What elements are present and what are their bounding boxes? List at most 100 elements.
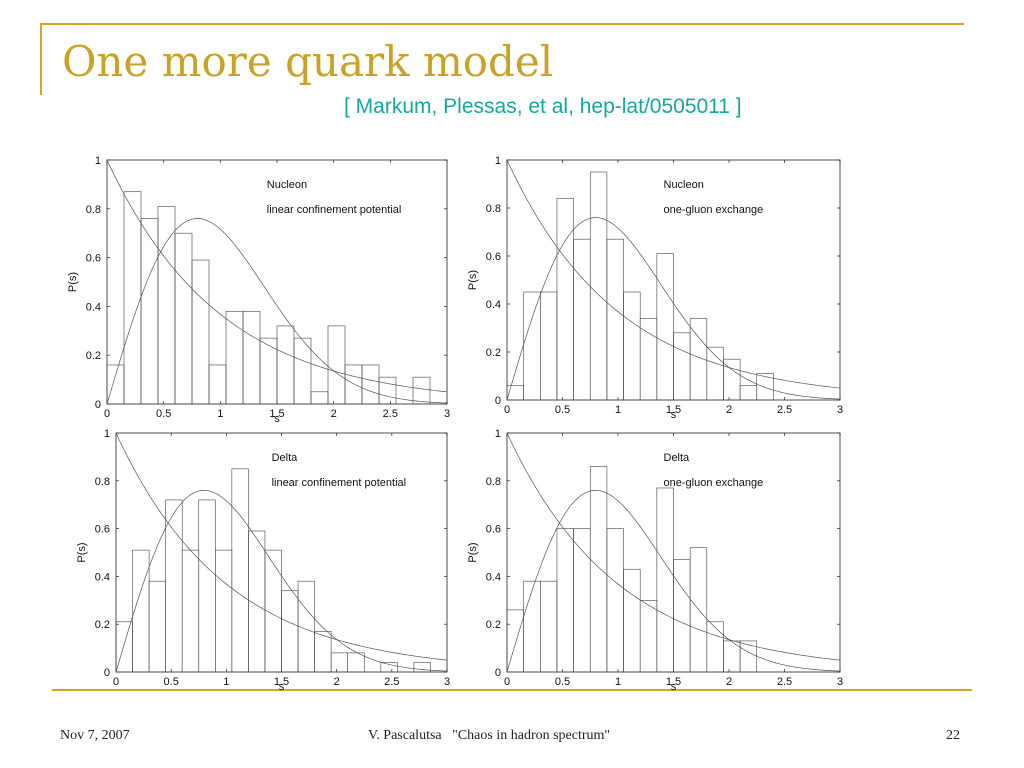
histogram-bar — [623, 291, 641, 401]
y-axis-label: P(s) — [467, 542, 479, 562]
x-tick-label: 0 — [504, 404, 510, 416]
x-tick-label: 1.5 — [666, 676, 681, 688]
x-tick-label: 2 — [331, 408, 337, 420]
y-axis-label: P(s) — [67, 272, 79, 292]
slide-subtitle: [ Markum, Plessas, et al, hep-lat/050501… — [344, 95, 742, 118]
histogram-bar — [347, 652, 365, 673]
y-tick-label: 0.2 — [95, 619, 110, 631]
y-tick-label: 0.6 — [486, 251, 501, 263]
histogram-bar — [739, 385, 758, 401]
annotation-particle: Nucleon — [267, 179, 307, 191]
y-tick-label: 0 — [495, 395, 501, 407]
x-tick-label: 1 — [217, 408, 223, 420]
bottom-rule — [52, 689, 972, 691]
footer-center: V. Pascalutsa "Chaos in hadron spectrum" — [368, 728, 611, 743]
page-number: 22 — [946, 728, 960, 743]
histogram-bar — [756, 373, 774, 401]
histogram-bar — [606, 528, 624, 673]
histogram-bar — [297, 580, 315, 673]
y-tick-label: 0.4 — [86, 301, 101, 313]
histogram-bar — [673, 332, 691, 401]
histogram-bar — [523, 580, 541, 673]
histogram-bar — [191, 259, 210, 405]
histogram-bar — [639, 599, 658, 673]
histogram-bar — [231, 468, 249, 673]
x-tick-label: 0.5 — [164, 676, 179, 688]
histogram-bar — [106, 364, 125, 405]
histogram-bar — [378, 376, 397, 405]
x-tick-label: 0 — [104, 408, 110, 420]
histogram-bar — [310, 391, 329, 405]
histogram-bar — [639, 318, 658, 401]
histogram-bar — [174, 232, 193, 405]
y-tick-label: 0.4 — [95, 571, 110, 583]
histogram-bar — [673, 559, 691, 673]
histogram-bar — [706, 621, 724, 673]
x-tick-label: 1.5 — [274, 676, 289, 688]
annotation-potential: linear confinement potential — [272, 477, 407, 489]
histogram-bar — [281, 590, 299, 673]
x-tick-label: 1.5 — [269, 408, 284, 420]
y-tick-label: 0 — [95, 399, 101, 411]
x-tick-label: 2.5 — [384, 676, 399, 688]
histogram-bar — [656, 253, 674, 401]
y-tick-label: 0.6 — [95, 524, 110, 536]
y-tick-label: 0.2 — [486, 619, 501, 631]
x-axis-label: s — [279, 681, 285, 693]
histogram-bar — [573, 238, 591, 401]
x-tick-label: 0.5 — [555, 676, 570, 688]
wigner-curve — [506, 489, 841, 673]
y-tick-label: 1 — [495, 428, 501, 440]
x-tick-label: 2.5 — [777, 404, 792, 416]
poisson-curve — [506, 159, 841, 389]
x-tick-label: 2.5 — [777, 676, 792, 688]
histogram-bar — [148, 580, 166, 673]
histogram-bar — [539, 291, 558, 401]
histogram-bar — [140, 218, 159, 405]
y-tick-label: 0.4 — [486, 299, 501, 311]
y-tick-label: 0.8 — [86, 204, 101, 216]
y-tick-label: 0 — [104, 667, 110, 679]
chart-panel-2: 0 0.5 1 1.5 2 2.5 3 0 0.2 0.4 0.6 0.8 1 Nucleon one-gl… — [467, 155, 843, 421]
x-tick-label: 0.5 — [555, 404, 570, 416]
y-axis-label: P(s) — [76, 542, 88, 562]
histogram-bar — [330, 652, 348, 673]
chart-panel-4: 0 0.5 1 1.5 2 2.5 3 0 0.2 0.4 0.6 0.8 1 Delta one-gluo… — [467, 428, 843, 693]
histogram-bar — [181, 549, 200, 673]
histogram-bar — [623, 568, 641, 673]
x-tick-label: 1.5 — [666, 404, 681, 416]
x-axis-label: s — [671, 409, 677, 421]
histogram-bar — [539, 580, 558, 673]
histogram-bar — [314, 631, 332, 673]
y-tick-label: 0.6 — [86, 253, 101, 265]
histogram-bar — [556, 198, 574, 401]
y-tick-label: 0.4 — [486, 571, 501, 583]
annotation-potential: linear confinement potential — [267, 204, 402, 216]
x-tick-label: 1 — [615, 676, 621, 688]
y-tick-label: 1 — [104, 428, 110, 440]
x-axis-label: s — [671, 681, 677, 693]
histogram-bar — [739, 640, 758, 673]
histogram-bar — [276, 325, 295, 405]
histogram-bar — [165, 499, 183, 673]
histogram-bar — [656, 487, 674, 673]
histogram-bar — [506, 385, 524, 401]
slide-title: One more quark model — [62, 37, 554, 86]
histogram-bar — [723, 358, 741, 401]
x-tick-label: 2.5 — [383, 408, 398, 420]
annotation-particle: Delta — [664, 452, 691, 464]
histogram-bar — [293, 337, 312, 405]
y-tick-label: 0.2 — [486, 347, 501, 359]
histogram-bar — [606, 238, 624, 401]
histogram-bar — [589, 466, 608, 673]
y-tick-label: 0.6 — [486, 524, 501, 536]
x-tick-label: 1 — [615, 404, 621, 416]
x-tick-label: 3 — [444, 676, 450, 688]
histogram-bar — [412, 376, 431, 405]
top-rule — [40, 23, 964, 25]
x-tick-label: 0.5 — [156, 408, 171, 420]
x-tick-label: 3 — [444, 408, 450, 420]
poisson-curve — [506, 432, 841, 661]
footer-date: Nov 7, 2007 — [60, 728, 130, 743]
chart-panel-3: 0 0.5 1 1.5 2 2.5 3 0 0.2 0.4 0.6 0.8 1 Delta linear c… — [76, 428, 450, 693]
